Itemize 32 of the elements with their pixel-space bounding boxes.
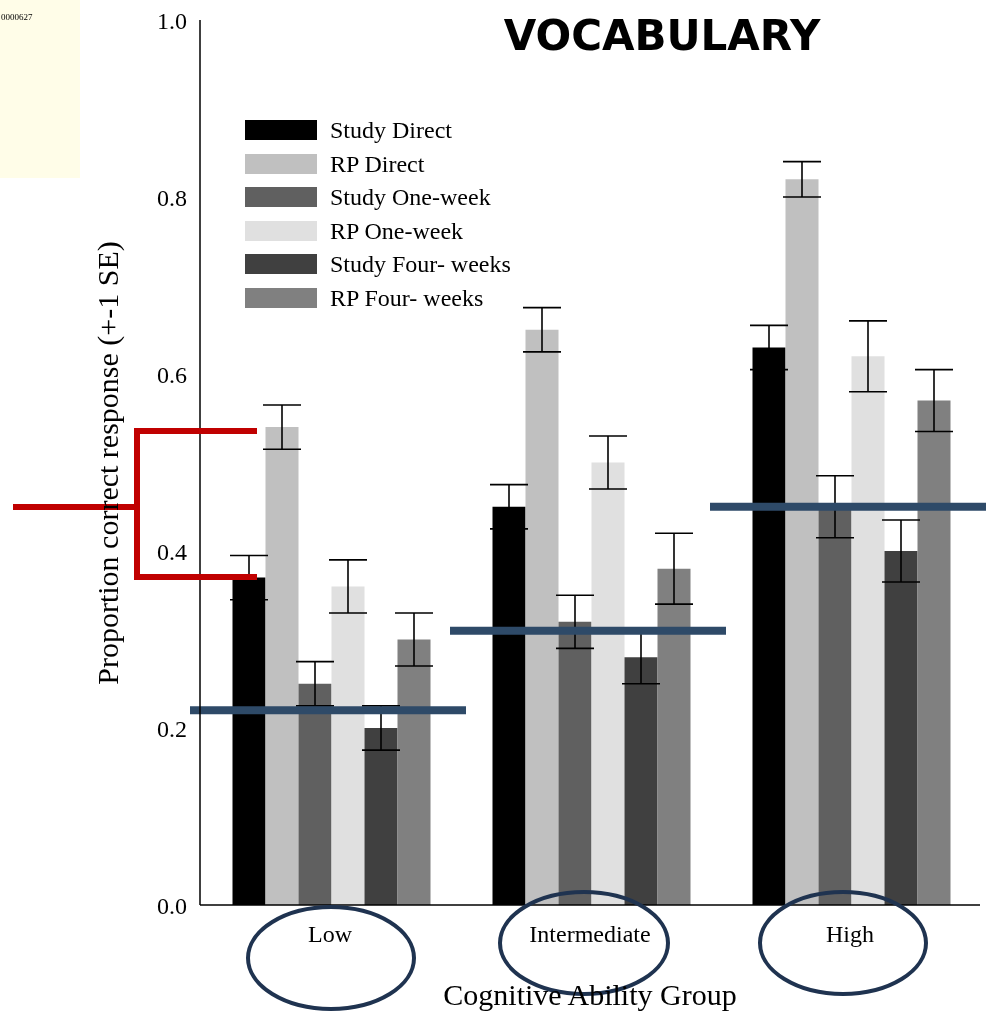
y-tick-label: 0.0: [157, 892, 187, 919]
bar: [624, 657, 658, 905]
bar: [364, 728, 398, 905]
y-axis-title: Proportion correct response (+-1 SE): [91, 241, 125, 685]
bar: [265, 427, 299, 905]
bar: [397, 639, 431, 905]
bar: [331, 586, 365, 905]
bar: [851, 356, 885, 905]
bar: [785, 179, 819, 905]
x-tick-label: Intermediate: [529, 921, 651, 948]
legend-label: Study Direct: [330, 117, 452, 144]
bar: [525, 329, 559, 905]
legend-label: Study Four- weeks: [330, 251, 511, 278]
y-tick-label: 0.2: [157, 715, 187, 742]
bar: [884, 551, 918, 905]
y-tick-label: 1.0: [157, 7, 187, 34]
x-tick-label: High: [826, 921, 874, 948]
legend-label: RP One-week: [330, 217, 464, 244]
y-tick-label: 0.8: [157, 184, 187, 211]
x-tick-label: Low: [308, 921, 353, 948]
legend-label: RP Four- weeks: [330, 284, 484, 311]
y-tick-label: 0.6: [157, 361, 187, 388]
text: 0000627: [1, 12, 33, 22]
legend-label: Study One-week: [330, 184, 491, 211]
bar: [917, 400, 951, 905]
bar: [591, 462, 625, 905]
bar: [298, 683, 332, 905]
y-tick-label: 0.4: [157, 538, 187, 565]
legend-label: RP Direct: [330, 150, 425, 177]
bar: [558, 621, 592, 905]
chart-title: VOCABULARY: [503, 11, 821, 60]
bar: [657, 568, 691, 905]
